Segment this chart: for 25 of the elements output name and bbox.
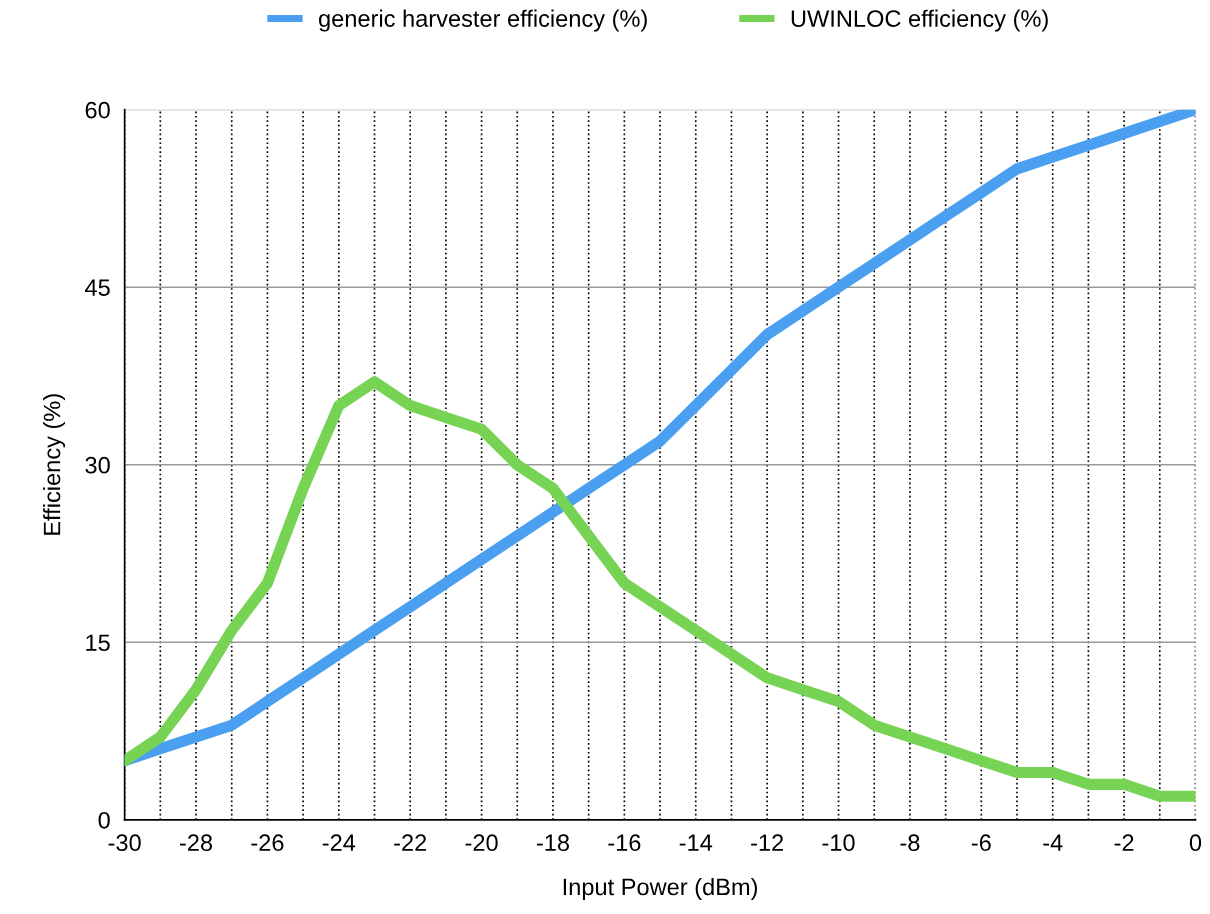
x-tick-label: -18 bbox=[536, 834, 570, 852]
x-tick-label: -20 bbox=[465, 834, 498, 852]
x-tick-label: -2 bbox=[1114, 834, 1134, 851]
y-axis-title: Efficiency (%) bbox=[43, 394, 66, 535]
x-tick-label: -30 bbox=[108, 834, 141, 852]
x-tick-label: -16 bbox=[608, 834, 641, 852]
x-tick-label: -6 bbox=[971, 834, 991, 852]
y-tick-label: 30 bbox=[85, 456, 110, 474]
x-tick-label: -26 bbox=[251, 834, 284, 852]
y-tick-label: 0 bbox=[98, 811, 110, 829]
x-tick-label: -4 bbox=[1043, 834, 1063, 851]
y-tick-label: 45 bbox=[85, 279, 110, 297]
x-tick-label: -22 bbox=[394, 834, 427, 851]
x-tick-label: -14 bbox=[679, 834, 713, 851]
y-tick-label: 60 bbox=[85, 101, 110, 119]
x-tick-label: -28 bbox=[180, 834, 213, 852]
x-tick-label: -24 bbox=[322, 834, 356, 851]
x-tick-label: -10 bbox=[822, 834, 855, 852]
y-tick-label: 15 bbox=[86, 634, 110, 652]
x-tick-label: -8 bbox=[900, 834, 920, 852]
legend-label: UWINLOC efficiency (%) bbox=[791, 9, 1048, 32]
x-tick-label: 0 bbox=[1189, 834, 1202, 852]
x-tick-label: -12 bbox=[751, 834, 784, 851]
x-axis-title: Input Power (dBm) bbox=[563, 877, 758, 900]
legend-label: generic harvester efficiency (%) bbox=[319, 9, 647, 32]
